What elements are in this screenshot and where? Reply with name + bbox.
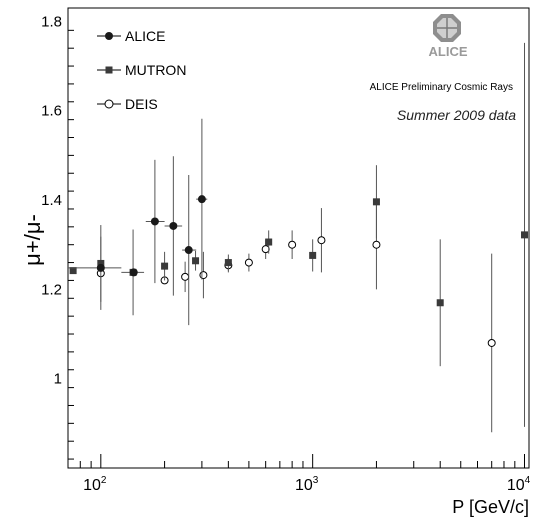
data-point xyxy=(372,198,380,206)
data-point xyxy=(197,195,206,204)
data-point xyxy=(436,299,444,307)
data-point xyxy=(169,221,178,230)
data-point xyxy=(288,240,297,249)
series-alice xyxy=(68,118,208,326)
data-point xyxy=(372,240,381,249)
legend-label: MUTRON xyxy=(125,62,186,78)
x-axis: 102 103 104 xyxy=(67,454,531,494)
annotation-summer: Summer 2009 data xyxy=(397,107,516,123)
data-layer xyxy=(68,42,529,433)
data-point xyxy=(96,263,105,272)
data-point xyxy=(105,32,113,40)
data-point xyxy=(521,231,529,239)
data-point xyxy=(129,268,138,277)
data-point xyxy=(261,245,270,254)
y-tick-label: 1 xyxy=(54,371,62,388)
y-axis: 1 1.2 1.4 1.6 1.8 xyxy=(41,13,74,460)
data-point xyxy=(309,251,317,259)
alice-logo: ALICE xyxy=(429,14,468,59)
data-point xyxy=(105,66,113,74)
data-point xyxy=(97,259,105,267)
data-point xyxy=(69,267,77,275)
data-point xyxy=(181,272,190,281)
legend-entry-mutron: MUTRON xyxy=(97,62,186,78)
y-axis-label: μ+/μ- xyxy=(20,214,45,266)
legend: ALICE MUTRON DEIS xyxy=(97,28,186,112)
data-point xyxy=(104,99,114,109)
y-tick-label: 1.6 xyxy=(41,103,62,120)
data-point xyxy=(244,258,253,267)
data-point xyxy=(317,236,326,245)
data-point xyxy=(161,262,169,270)
legend-label: DEIS xyxy=(125,96,158,112)
data-point xyxy=(224,259,232,267)
legend-label: ALICE xyxy=(125,28,165,44)
data-point xyxy=(192,257,200,265)
legend-entry-deis: DEIS xyxy=(97,96,158,112)
alice-logo-text: ALICE xyxy=(429,44,468,59)
y-tick-label: 1.4 xyxy=(41,192,62,209)
legend-entry-alice: ALICE xyxy=(97,28,165,44)
data-point xyxy=(184,246,193,255)
data-point xyxy=(150,217,159,226)
data-point xyxy=(199,271,208,280)
y-tick-label: 1.8 xyxy=(41,13,62,30)
data-point xyxy=(265,238,273,246)
plot-frame xyxy=(67,7,530,469)
y-tick-label: 1.2 xyxy=(41,281,62,298)
x-axis-label: P [GeV/c] xyxy=(452,497,529,517)
annotation-preliminary: ALICE Preliminary Cosmic Rays xyxy=(370,82,513,93)
data-point xyxy=(487,338,496,347)
